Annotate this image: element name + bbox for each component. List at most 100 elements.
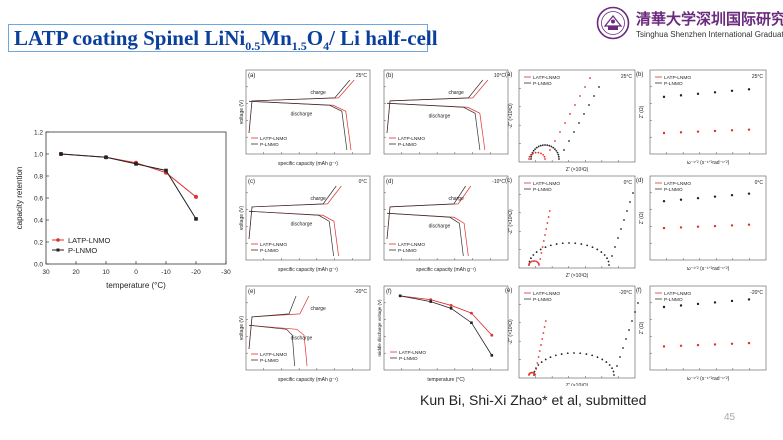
nyquist-point-plnmo xyxy=(601,358,604,361)
warburg-point-plnmo xyxy=(730,193,734,197)
nyquist-point-plnmo xyxy=(606,257,608,260)
charge-curve xyxy=(386,185,466,240)
nyquist-point-plnmo xyxy=(573,131,575,133)
charge-discharge-figure: (a) 25°CchargedischargeLATP-LNMOP-LNMOspe… xyxy=(239,69,509,383)
legend-label-plnmo: P-LNMO xyxy=(399,356,418,362)
voltage-panel-frame xyxy=(245,175,371,261)
warburg-point-plnmo xyxy=(679,94,683,97)
warburg-point-plnmo xyxy=(679,198,683,201)
nyquist-point-plnmo xyxy=(561,242,564,245)
nyquist-point-latp xyxy=(548,210,551,212)
panel-letter: (c) xyxy=(248,179,255,185)
warburg-point-latp xyxy=(713,343,717,346)
mdv-point-plnmo xyxy=(429,300,433,303)
warburg-panel-frame xyxy=(649,175,767,261)
nyquist-panel-frame xyxy=(518,175,636,269)
nyquist-point-plnmo xyxy=(556,151,559,154)
nyquist-point-latp xyxy=(540,152,542,155)
x-axis-label: specific capacity (mAh g⁻¹) xyxy=(278,161,338,167)
nyquist-point-latp xyxy=(538,264,540,266)
nyquist-point-latp xyxy=(540,252,543,254)
panel-letter: (c) xyxy=(505,178,512,184)
panel-letter: (e) xyxy=(248,289,255,295)
annotation-discharge: discharge xyxy=(291,221,313,227)
nyquist-point-latp xyxy=(546,222,549,224)
legend-label-plnmo: P-LNMO xyxy=(664,297,683,303)
slide-title: LATP coating Spinel LiNi0.5Mn1.5O4/ Li h… xyxy=(14,26,438,54)
warburg-point-latp xyxy=(679,226,683,229)
nyquist-point-plnmo xyxy=(614,246,616,248)
discharge-curve xyxy=(248,324,295,367)
legend-plnmo: P-LNMO xyxy=(68,246,97,255)
nyquist-panel-frame xyxy=(518,285,636,379)
nyquist-point-latp xyxy=(529,153,532,156)
nyquist-point-plnmo xyxy=(532,254,535,256)
nyquist-point-plnmo xyxy=(625,338,627,340)
y-axis-label: -Z'' (×10³Ω) xyxy=(508,103,514,129)
nyquist-point-latp xyxy=(549,149,551,151)
x-tick-label: 30 xyxy=(42,269,50,276)
tsinghua-seal-icon xyxy=(596,6,630,40)
legend-label-latp: LATP-LNMO xyxy=(664,75,691,81)
y-axis-label: Z' (Ω) xyxy=(639,321,645,334)
nyquist-point-plnmo xyxy=(553,148,556,151)
nyquist-point-plnmo xyxy=(585,353,588,355)
nyquist-point-plnmo xyxy=(530,257,532,260)
nyquist-point-plnmo xyxy=(568,242,570,244)
x-axis-label: temperature (°C) xyxy=(106,281,166,290)
capacity-retention-chart: 0.0 0.2 0.4 0.6 0.8 1.0 1.2 30 20 10 0 -10 -20 -30 L… xyxy=(15,130,231,291)
logo-chinese-name: 清華大学深圳国际研究生院 xyxy=(636,11,783,28)
legend-label-plnmo: P-LNMO xyxy=(398,142,417,148)
nyquist-point-latp xyxy=(537,356,540,358)
nyquist-point-latp xyxy=(532,152,534,155)
nyquist-point-latp xyxy=(535,260,538,263)
x-axis-label: specific capacity (mAh g⁻¹) xyxy=(278,267,338,273)
x-tick-label: 10 xyxy=(102,269,110,276)
discharge-curve xyxy=(386,212,464,257)
annotation-discharge: discharge xyxy=(291,111,313,117)
x-axis-label: specific capacity (mAh g⁻¹) xyxy=(416,267,476,273)
annotation-discharge: discharge xyxy=(429,223,451,229)
panel-letter: (d) xyxy=(386,179,393,185)
nyquist-point-plnmo xyxy=(608,364,611,366)
nyquist-point-latp xyxy=(564,122,566,124)
mdv-point-plnmo xyxy=(490,354,494,357)
nyquist-point-plnmo xyxy=(549,244,552,247)
title-box xyxy=(8,24,428,52)
nyquist-point-latp xyxy=(547,216,550,218)
y-tick-label: 0.6 xyxy=(34,196,43,203)
voltage-panel-frame xyxy=(383,175,509,261)
nyquist-point-latp xyxy=(545,228,548,230)
legend-label-latp: LATP-LNMO xyxy=(260,352,287,358)
nyquist-point-plnmo xyxy=(603,254,606,256)
nyquist-point-plnmo xyxy=(566,352,569,355)
nyquist-point-plnmo xyxy=(544,144,546,146)
nyquist-point-plnmo xyxy=(574,242,577,245)
x-tick-label: -20 xyxy=(191,269,201,276)
discharge-curve xyxy=(386,102,481,151)
mdv-point-latp xyxy=(470,311,473,315)
panel-temperature: 25°C xyxy=(621,74,633,80)
warburg-point-plnmo xyxy=(696,302,700,306)
nyquist-point-plnmo xyxy=(619,356,621,358)
panel-temperature: 0°C xyxy=(624,180,633,186)
nyquist-point-plnmo xyxy=(534,148,537,151)
warburg-point-plnmo xyxy=(662,95,666,99)
nyquist-point-latp xyxy=(543,326,546,328)
data-point-plnmo xyxy=(194,217,198,221)
nyquist-point-latp xyxy=(589,77,591,79)
nyquist-point-plnmo xyxy=(622,347,624,349)
nyquist-point-latp xyxy=(579,95,581,97)
legend-latp: LATP-LNMO xyxy=(68,236,111,245)
legend-label-plnmo: P-LNMO xyxy=(260,142,279,148)
nyquist-point-latp xyxy=(534,151,537,154)
y-tick-label: 1.0 xyxy=(34,152,43,159)
nyquist-point-plnmo xyxy=(557,155,560,158)
warburg-point-latp xyxy=(662,226,666,230)
nyquist-point-latp xyxy=(538,350,541,352)
warburg-point-plnmo xyxy=(696,196,700,200)
